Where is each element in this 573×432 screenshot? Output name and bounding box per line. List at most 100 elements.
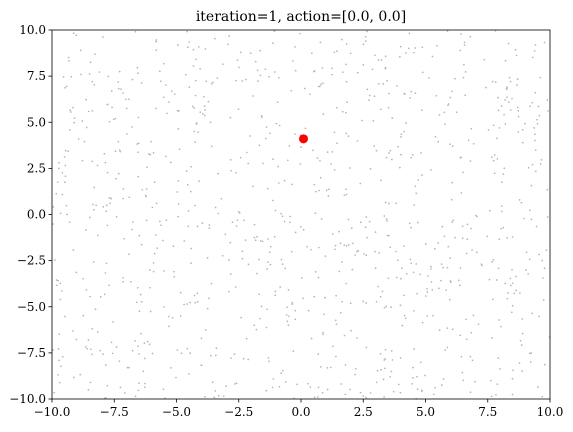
background-point	[304, 127, 307, 130]
background-point	[102, 36, 104, 38]
background-point	[106, 171, 109, 174]
background-point	[86, 347, 88, 350]
background-point	[363, 253, 365, 255]
background-point	[454, 236, 456, 239]
background-point	[260, 305, 263, 308]
background-point	[208, 297, 210, 300]
background-point	[322, 82, 324, 85]
background-point	[85, 98, 87, 101]
background-point	[324, 296, 326, 299]
background-point	[140, 332, 142, 335]
background-point	[153, 252, 156, 255]
background-point	[412, 51, 415, 54]
background-point	[70, 111, 72, 113]
background-point	[410, 156, 412, 159]
background-point	[271, 386, 274, 389]
background-point	[96, 164, 99, 167]
background-point	[134, 30, 137, 33]
background-point	[165, 155, 167, 158]
background-point	[506, 86, 508, 88]
background-point	[409, 96, 411, 99]
background-point	[451, 145, 454, 147]
background-point	[410, 262, 413, 265]
y-tick-label: −7.5	[17, 346, 46, 360]
background-point	[72, 249, 75, 251]
background-point	[65, 204, 68, 207]
background-point	[241, 257, 244, 260]
background-point	[120, 88, 122, 91]
background-point	[73, 117, 76, 120]
background-point	[173, 270, 175, 273]
background-point	[236, 59, 239, 62]
background-point	[313, 295, 316, 298]
background-point	[118, 149, 121, 151]
y-axis: −10.0 −7.5 −5.0 −2.5 0.0 2.5 5.0 7.5 10.0	[9, 23, 52, 406]
background-point	[515, 54, 518, 57]
background-point	[81, 120, 84, 122]
background-point	[89, 381, 92, 384]
background-point	[386, 79, 389, 82]
background-point	[87, 339, 90, 342]
background-point	[368, 99, 370, 101]
background-point	[220, 197, 223, 200]
background-point	[377, 285, 380, 288]
background-point	[538, 253, 540, 256]
background-point	[354, 367, 357, 370]
background-point	[94, 308, 97, 311]
background-point	[258, 293, 261, 296]
background-point	[434, 386, 437, 389]
background-point	[326, 388, 329, 391]
background-point	[278, 385, 281, 388]
background-point	[368, 220, 371, 223]
background-point	[534, 133, 536, 136]
background-point	[241, 250, 244, 253]
background-point	[412, 377, 414, 379]
background-point	[149, 286, 151, 289]
background-point	[229, 241, 232, 244]
background-point	[300, 146, 302, 148]
background-point	[347, 244, 350, 246]
background-point	[506, 237, 509, 239]
background-point	[448, 298, 451, 301]
background-point	[347, 135, 350, 137]
background-point	[267, 261, 269, 263]
background-point	[441, 225, 444, 228]
background-point	[541, 259, 544, 262]
background-point	[244, 239, 247, 241]
background-point	[58, 167, 60, 170]
background-point	[65, 85, 68, 88]
background-point	[189, 301, 191, 304]
background-point	[60, 290, 63, 292]
background-point	[126, 366, 129, 369]
background-point	[261, 240, 264, 243]
background-point	[431, 288, 434, 291]
background-point	[137, 142, 140, 145]
background-point	[125, 107, 128, 110]
background-point	[379, 295, 382, 298]
background-point	[265, 326, 268, 329]
background-point	[98, 71, 101, 73]
background-point	[388, 202, 390, 205]
background-point	[228, 259, 230, 261]
background-point	[521, 370, 524, 373]
background-point	[145, 188, 148, 190]
background-point	[354, 373, 356, 376]
background-point	[237, 108, 240, 111]
background-point	[200, 364, 203, 366]
background-point	[249, 52, 252, 54]
background-point	[203, 105, 206, 108]
background-point	[137, 175, 140, 178]
background-point	[421, 46, 424, 49]
background-point	[465, 338, 468, 341]
background-point	[160, 224, 162, 227]
agent-point	[298, 134, 308, 144]
background-point	[401, 324, 404, 327]
background-point	[103, 152, 106, 155]
background-point	[414, 185, 417, 188]
background-point	[545, 249, 548, 251]
background-point	[496, 137, 498, 140]
background-point	[543, 363, 546, 366]
background-point	[122, 276, 124, 279]
background-point	[345, 282, 347, 285]
background-point	[397, 259, 399, 262]
